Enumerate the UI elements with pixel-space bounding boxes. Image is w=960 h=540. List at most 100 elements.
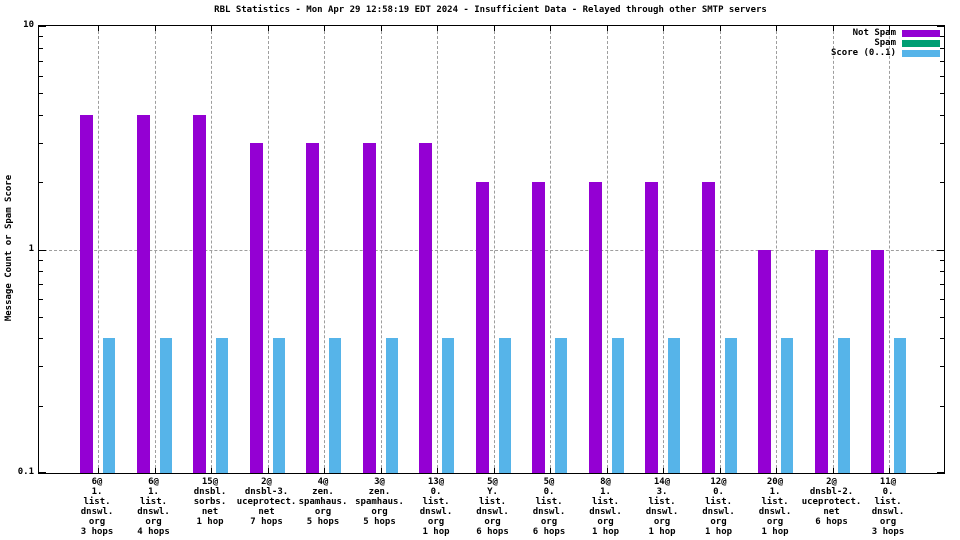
y-tick-minor: [39, 93, 43, 95]
x-tick-bottom: [832, 468, 834, 473]
x-tick-bottom: [98, 468, 99, 473]
y-tick-major: [937, 472, 944, 473]
x-category-label: 2@ dnsbl-2. uceprotect. net 6 hops: [801, 477, 862, 527]
x-tick-bottom: [663, 468, 664, 473]
x-category-label: 8@ 1. list. dnswl. org 1 hop: [589, 477, 622, 537]
y-tick-minor: [940, 47, 944, 49]
y-tick-minor: [39, 366, 43, 368]
y-gridline-1: [39, 249, 944, 251]
x-tick-top: [154, 26, 156, 31]
bar-score: [442, 338, 454, 473]
x-tick-bottom: [211, 468, 212, 473]
y-tick-minor: [940, 366, 944, 368]
y-tick-minor: [39, 259, 43, 261]
x-tick-top: [324, 26, 325, 31]
y-tick-minor: [940, 36, 944, 38]
x-category-label: 5@ Y. list. dnswl. org 6 hops: [476, 477, 509, 537]
x-tick-top: [606, 26, 608, 31]
x-tick-bottom: [493, 468, 495, 473]
legend-label: Score (0..1): [830, 48, 896, 58]
y-tick-minor: [940, 182, 944, 184]
y-tick-minor: [940, 60, 944, 62]
legend-row: Spam: [831, 38, 940, 48]
y-tick-minor: [39, 405, 43, 407]
x-tick-bottom: [267, 468, 269, 473]
x-category-label: 2@ dnsbl-3. uceprotect. net 7 hops: [236, 477, 297, 527]
x-tick-bottom: [776, 468, 777, 473]
legend: Not Spam Spam Score (0..1): [831, 28, 940, 58]
y-tick-label: 0.1: [17, 467, 34, 477]
x-tick-top: [380, 26, 382, 31]
y-tick-minor: [940, 316, 944, 318]
bar-not-spam: [645, 182, 658, 473]
y-tick-label: 10: [23, 20, 34, 30]
x-tick-top: [437, 26, 438, 31]
y-tick-major: [39, 26, 46, 27]
bar-score: [498, 338, 511, 473]
y-tick-major: [937, 249, 944, 251]
x-tick-top: [719, 26, 721, 31]
legend-label: Not Spam: [852, 28, 896, 38]
bar-not-spam: [701, 182, 715, 473]
x-tick-top: [889, 26, 890, 31]
x-tick-bottom: [324, 468, 325, 473]
y-tick-label: 1: [28, 243, 34, 254]
x-tick-top: [663, 26, 664, 31]
x-tick-bottom: [606, 468, 608, 473]
y-tick-minor: [39, 114, 43, 116]
y-tick-minor: [39, 142, 43, 144]
y-tick-minor: [39, 271, 43, 273]
x-tick-bottom: [550, 468, 551, 473]
x-category-label: 5@ 0. list. dnswl. org 6 hops: [532, 477, 566, 537]
y-tick-minor: [940, 142, 944, 144]
bar-score: [329, 338, 341, 473]
x-category-label: 13@ 0. list. dnswl. org 1 hop: [419, 477, 453, 537]
bar-score: [781, 338, 793, 473]
x-tick-bottom: [889, 468, 890, 473]
bar-score: [103, 338, 115, 473]
x-category-label: 15@ dnsbl. sorbs. net 1 hop: [193, 477, 227, 527]
y-tick-minor: [39, 316, 43, 318]
x-tick-bottom: [380, 468, 382, 473]
legend-label: Spam: [874, 38, 896, 48]
bar-not-spam: [758, 249, 771, 473]
x-tick-top: [98, 26, 99, 31]
bar-not-spam: [80, 114, 93, 473]
legend-swatch-not_spam: [902, 29, 940, 37]
bar-score: [894, 338, 906, 473]
y-tick-minor: [39, 36, 43, 38]
y-tick-minor: [940, 259, 944, 261]
x-category-label: 6@ 1. list. dnswl. org 3 hops: [80, 477, 114, 537]
x-tick-bottom: [437, 468, 438, 473]
bar-score: [385, 338, 398, 473]
y-tick-minor: [940, 284, 944, 286]
y-tick-minor: [39, 60, 43, 62]
y-tick-minor: [940, 271, 944, 273]
y-tick-minor: [940, 338, 944, 340]
bar-not-spam: [136, 114, 150, 473]
bar-score: [611, 338, 624, 473]
y-tick-major: [39, 472, 46, 473]
x-tick-top: [267, 26, 269, 31]
y-tick-minor: [39, 47, 43, 49]
x-category-label: 4@ zen. spamhaus. org 5 hops: [298, 477, 348, 527]
bar-score: [159, 338, 172, 473]
y-tick-minor: [940, 299, 944, 301]
bar-not-spam: [362, 142, 376, 473]
bar-score: [668, 338, 680, 473]
x-tick-top: [550, 26, 551, 31]
bar-not-spam: [532, 182, 545, 473]
bar-score: [216, 338, 228, 473]
y-tick-minor: [39, 284, 43, 286]
y-tick-minor: [940, 114, 944, 116]
bar-score: [555, 338, 567, 473]
x-category-label: 14@ 3. list. dnswl. org 1 hop: [645, 477, 679, 537]
y-tick-minor: [940, 75, 944, 77]
plot-area: Not Spam Spam Score (0..1): [38, 25, 945, 474]
legend-row: Score (0..1): [831, 48, 940, 58]
x-category-label: 11@ 0. list. dnswl. org 3 hops: [871, 477, 905, 537]
y-tick-minor: [39, 75, 43, 77]
bar-not-spam: [249, 142, 263, 473]
x-category-label: 12@ 0. list. dnswl. org 1 hop: [702, 477, 735, 537]
